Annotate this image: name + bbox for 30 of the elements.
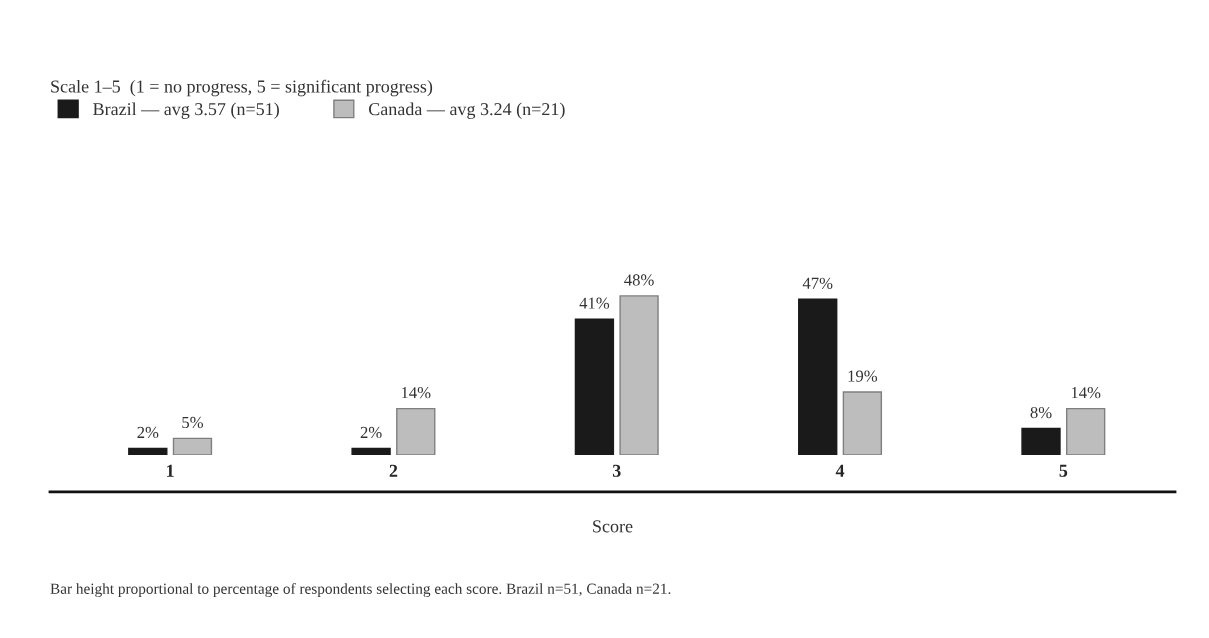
data-label: 19% bbox=[848, 370, 878, 382]
data-label: 8% bbox=[1030, 406, 1052, 419]
x-axis-title: Score bbox=[593, 520, 633, 533]
data-label: 14% bbox=[401, 387, 431, 399]
data-label: 2% bbox=[360, 426, 382, 439]
bar bbox=[396, 407, 436, 455]
x-tick-label: 4 bbox=[835, 464, 845, 477]
bar bbox=[798, 298, 838, 455]
x-tick-label: 2 bbox=[389, 464, 398, 477]
bar bbox=[842, 391, 883, 455]
data-label: 2% bbox=[137, 426, 159, 439]
bar bbox=[1021, 427, 1061, 455]
bar bbox=[128, 447, 168, 455]
data-label: 14% bbox=[1071, 387, 1101, 399]
legend-label: Brazil — avg 3.57 (n=51) bbox=[93, 102, 279, 119]
bar bbox=[351, 447, 391, 455]
legend-label: Canada — avg 3.24 (n=21) bbox=[368, 102, 565, 119]
x-tick-label: 5 bbox=[1059, 464, 1068, 477]
x-tick-label: 1 bbox=[167, 464, 174, 477]
bar bbox=[1066, 407, 1106, 455]
x-tick-label: 3 bbox=[612, 464, 621, 477]
data-label: 48% bbox=[624, 274, 654, 286]
data-label: 47% bbox=[802, 277, 833, 289]
text: Bar height proportional to percentage of respondents selecting each score. Brazil n=51, Canada n=21. bbox=[50, 582, 671, 598]
bar bbox=[172, 437, 213, 455]
data-label: 5% bbox=[182, 416, 204, 429]
bar bbox=[619, 295, 659, 455]
chart-title: Scale 1–5 (1 = no progress, 5 = significant progress) bbox=[51, 79, 433, 97]
data-label: 41% bbox=[579, 297, 610, 309]
bar bbox=[574, 318, 615, 455]
